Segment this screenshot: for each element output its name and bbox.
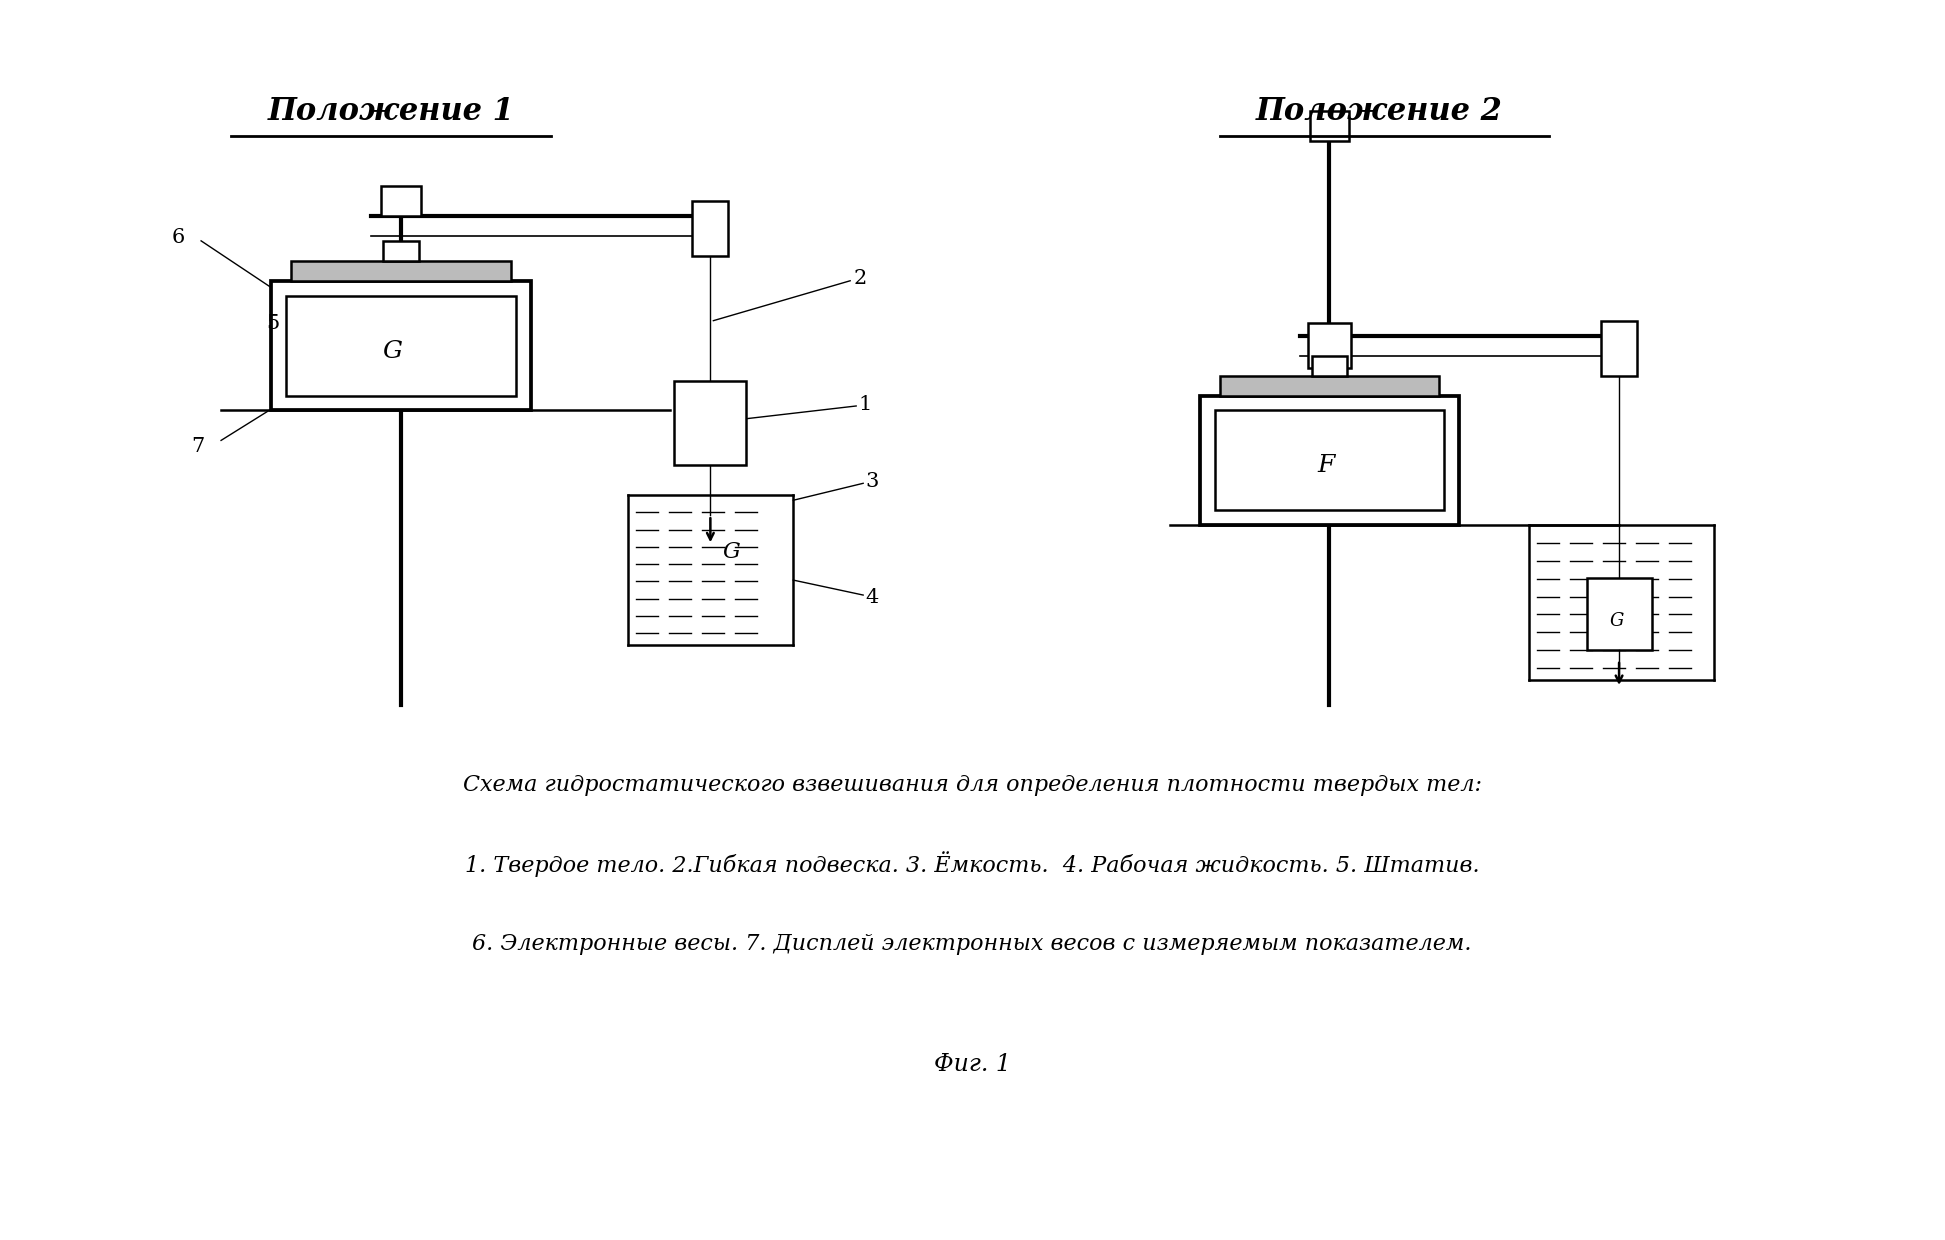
Text: G: G [1609,613,1624,630]
Bar [675,381,747,465]
Text: 6. Электронные весы. 7. Дисплей электронных весов с измеряемым показателем.: 6. Электронные весы. 7. Дисплей электрон… [473,934,1472,955]
Bar [1587,578,1651,650]
Text: 1. Твердое тело. 2.Гибкая подвеска. 3. Ёмкость.  4. Рабочая жидкость. 5. Штатив.: 1. Твердое тело. 2.Гибкая подвеска. 3. Ё… [465,852,1480,878]
Text: Положение 1: Положение 1 [266,95,513,126]
Text: Фиг. 1: Фиг. 1 [934,1053,1011,1075]
Text: 5: 5 [266,314,280,332]
Text: G: G [383,340,403,362]
Text: 4: 4 [866,588,879,608]
Text: 2: 2 [854,269,866,288]
Text: F: F [1317,454,1334,477]
Bar [1200,396,1459,526]
Text: F: F [1630,585,1645,608]
Text: Схема гидростатического взвешивания для определения плотности твердых тел:: Схема гидростатического взвешивания для … [463,774,1482,796]
Text: 6: 6 [171,228,185,247]
Text: 1: 1 [858,396,871,414]
Bar [1307,322,1352,367]
Bar [292,260,512,280]
Bar [692,201,727,255]
Bar [383,241,418,260]
Bar [1220,376,1439,396]
Text: 7: 7 [191,438,204,456]
Bar [1601,321,1638,376]
Bar [1311,356,1348,376]
Bar [381,186,420,216]
Text: Положение 2: Положение 2 [1256,95,1503,126]
Text: G: G [722,541,741,563]
Bar [286,295,515,396]
Bar [270,280,531,410]
Text: 3: 3 [866,472,879,491]
Bar [1216,410,1445,510]
Bar [1309,112,1350,141]
